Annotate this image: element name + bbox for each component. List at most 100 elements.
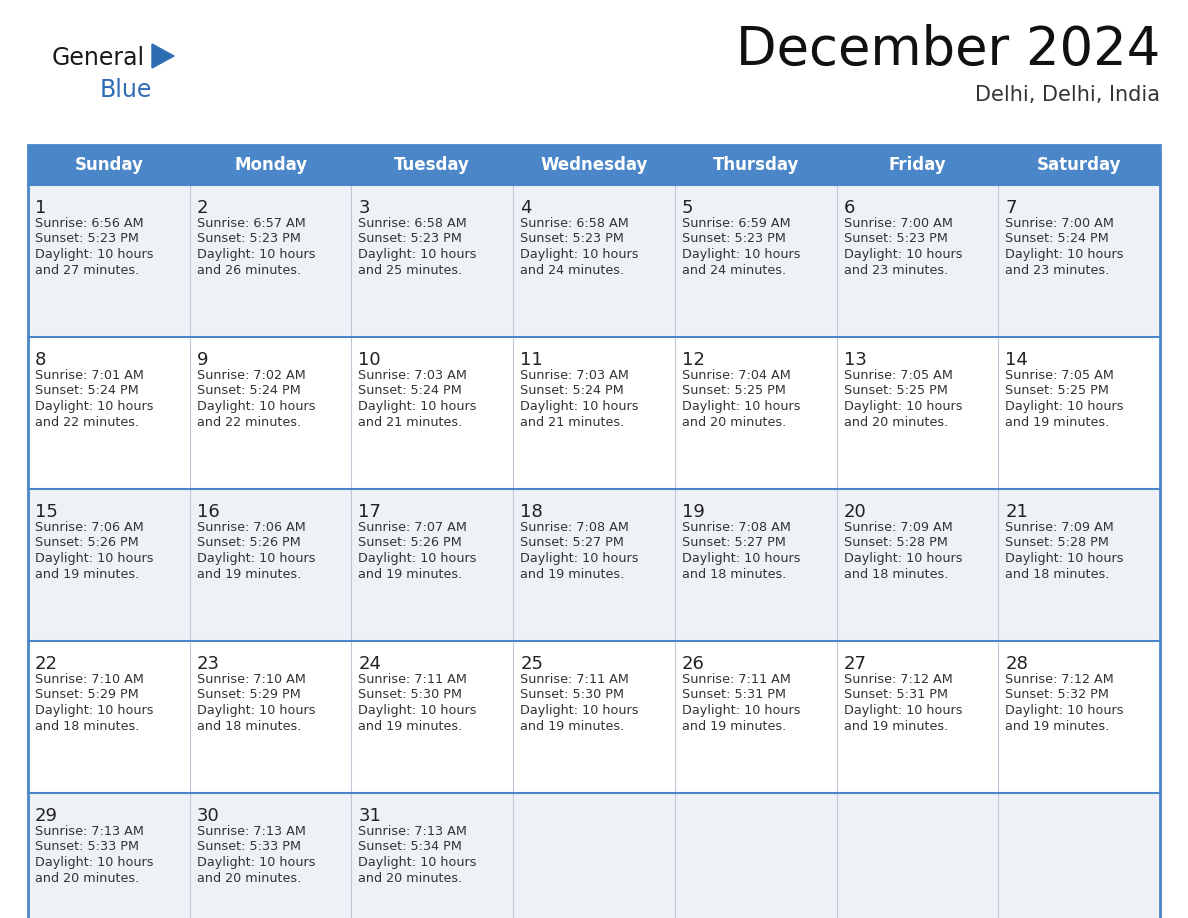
Text: Daylight: 10 hours: Daylight: 10 hours <box>843 400 962 413</box>
Text: Saturday: Saturday <box>1037 156 1121 174</box>
Text: 20: 20 <box>843 503 866 521</box>
Text: 17: 17 <box>359 503 381 521</box>
Text: and 24 minutes.: and 24 minutes. <box>520 263 624 276</box>
Text: 16: 16 <box>197 503 220 521</box>
Text: 22: 22 <box>34 655 58 673</box>
Text: Sunrise: 7:04 AM: Sunrise: 7:04 AM <box>682 369 790 382</box>
Text: Daylight: 10 hours: Daylight: 10 hours <box>359 856 476 869</box>
Bar <box>29 793 1159 918</box>
Text: Daylight: 10 hours: Daylight: 10 hours <box>359 552 476 565</box>
Text: Sunrise: 6:58 AM: Sunrise: 6:58 AM <box>520 217 628 230</box>
Text: and 19 minutes.: and 19 minutes. <box>359 720 462 733</box>
Text: Sunrise: 7:13 AM: Sunrise: 7:13 AM <box>359 825 467 838</box>
Text: 9: 9 <box>197 351 208 369</box>
Text: and 18 minutes.: and 18 minutes. <box>197 720 301 733</box>
Text: 10: 10 <box>359 351 381 369</box>
Text: Daylight: 10 hours: Daylight: 10 hours <box>1005 704 1124 717</box>
Text: Sunrise: 7:08 AM: Sunrise: 7:08 AM <box>682 521 791 534</box>
Text: Sunrise: 7:00 AM: Sunrise: 7:00 AM <box>843 217 953 230</box>
Text: 2: 2 <box>197 199 208 217</box>
Text: and 24 minutes.: and 24 minutes. <box>682 263 786 276</box>
Text: 13: 13 <box>843 351 866 369</box>
Text: and 20 minutes.: and 20 minutes. <box>359 871 462 885</box>
Text: Daylight: 10 hours: Daylight: 10 hours <box>197 704 315 717</box>
Bar <box>29 337 1159 489</box>
Text: Sunrise: 7:08 AM: Sunrise: 7:08 AM <box>520 521 628 534</box>
Text: and 20 minutes.: and 20 minutes. <box>843 416 948 429</box>
Text: Daylight: 10 hours: Daylight: 10 hours <box>520 552 639 565</box>
Text: Sunset: 5:24 PM: Sunset: 5:24 PM <box>359 385 462 397</box>
Text: Sunset: 5:24 PM: Sunset: 5:24 PM <box>34 385 139 397</box>
Text: 31: 31 <box>359 807 381 825</box>
Text: Sunrise: 7:05 AM: Sunrise: 7:05 AM <box>1005 369 1114 382</box>
Text: 25: 25 <box>520 655 543 673</box>
Text: Daylight: 10 hours: Daylight: 10 hours <box>197 248 315 261</box>
Text: Sunset: 5:23 PM: Sunset: 5:23 PM <box>197 232 301 245</box>
Text: Daylight: 10 hours: Daylight: 10 hours <box>682 400 801 413</box>
Text: Sunset: 5:27 PM: Sunset: 5:27 PM <box>520 536 624 550</box>
Text: and 19 minutes.: and 19 minutes. <box>359 567 462 580</box>
Text: 29: 29 <box>34 807 58 825</box>
Text: Sunset: 5:34 PM: Sunset: 5:34 PM <box>359 841 462 854</box>
Text: Daylight: 10 hours: Daylight: 10 hours <box>34 856 153 869</box>
Text: Sunset: 5:31 PM: Sunset: 5:31 PM <box>843 688 948 701</box>
Polygon shape <box>152 44 173 68</box>
Text: December 2024: December 2024 <box>735 24 1159 76</box>
Text: Sunset: 5:33 PM: Sunset: 5:33 PM <box>197 841 301 854</box>
Text: Thursday: Thursday <box>713 156 798 174</box>
Text: Sunrise: 7:13 AM: Sunrise: 7:13 AM <box>197 825 305 838</box>
Text: Daylight: 10 hours: Daylight: 10 hours <box>1005 248 1124 261</box>
Text: and 19 minutes.: and 19 minutes. <box>34 567 139 580</box>
Text: Sunset: 5:26 PM: Sunset: 5:26 PM <box>197 536 301 550</box>
Text: Wednesday: Wednesday <box>541 156 647 174</box>
Text: 30: 30 <box>197 807 220 825</box>
Text: and 19 minutes.: and 19 minutes. <box>520 567 625 580</box>
Bar <box>29 145 1159 918</box>
Text: Daylight: 10 hours: Daylight: 10 hours <box>197 856 315 869</box>
Text: Sunrise: 7:03 AM: Sunrise: 7:03 AM <box>520 369 628 382</box>
Text: 7: 7 <box>1005 199 1017 217</box>
Text: Sunrise: 7:03 AM: Sunrise: 7:03 AM <box>359 369 467 382</box>
Text: Sunset: 5:23 PM: Sunset: 5:23 PM <box>359 232 462 245</box>
Text: Sunrise: 7:07 AM: Sunrise: 7:07 AM <box>359 521 467 534</box>
Text: Daylight: 10 hours: Daylight: 10 hours <box>843 248 962 261</box>
Text: Sunday: Sunday <box>75 156 144 174</box>
Text: Sunset: 5:25 PM: Sunset: 5:25 PM <box>1005 385 1110 397</box>
Text: Daylight: 10 hours: Daylight: 10 hours <box>520 248 639 261</box>
Text: Daylight: 10 hours: Daylight: 10 hours <box>843 704 962 717</box>
Text: Daylight: 10 hours: Daylight: 10 hours <box>197 552 315 565</box>
Bar <box>29 641 1159 793</box>
Text: Sunrise: 7:06 AM: Sunrise: 7:06 AM <box>197 521 305 534</box>
Text: 3: 3 <box>359 199 369 217</box>
Text: Sunrise: 7:10 AM: Sunrise: 7:10 AM <box>34 673 144 686</box>
Bar <box>29 185 1159 337</box>
Text: and 23 minutes.: and 23 minutes. <box>1005 263 1110 276</box>
Text: Sunset: 5:23 PM: Sunset: 5:23 PM <box>843 232 948 245</box>
Text: and 20 minutes.: and 20 minutes. <box>682 416 786 429</box>
Text: Sunset: 5:26 PM: Sunset: 5:26 PM <box>359 536 462 550</box>
Text: Daylight: 10 hours: Daylight: 10 hours <box>359 704 476 717</box>
Text: Sunrise: 7:12 AM: Sunrise: 7:12 AM <box>1005 673 1114 686</box>
Text: and 18 minutes.: and 18 minutes. <box>843 567 948 580</box>
Text: and 18 minutes.: and 18 minutes. <box>34 720 139 733</box>
Text: and 25 minutes.: and 25 minutes. <box>359 263 462 276</box>
Text: Sunset: 5:23 PM: Sunset: 5:23 PM <box>520 232 624 245</box>
Bar <box>29 489 1159 641</box>
Text: Daylight: 10 hours: Daylight: 10 hours <box>1005 552 1124 565</box>
Text: Sunrise: 7:11 AM: Sunrise: 7:11 AM <box>359 673 467 686</box>
Text: Sunset: 5:28 PM: Sunset: 5:28 PM <box>843 536 948 550</box>
Text: 15: 15 <box>34 503 58 521</box>
Text: Sunrise: 7:12 AM: Sunrise: 7:12 AM <box>843 673 953 686</box>
Text: Daylight: 10 hours: Daylight: 10 hours <box>34 248 153 261</box>
Text: Friday: Friday <box>889 156 946 174</box>
Bar <box>29 145 1159 185</box>
Text: 4: 4 <box>520 199 532 217</box>
Text: 28: 28 <box>1005 655 1028 673</box>
Text: Daylight: 10 hours: Daylight: 10 hours <box>520 400 639 413</box>
Text: Daylight: 10 hours: Daylight: 10 hours <box>682 704 801 717</box>
Text: Sunset: 5:25 PM: Sunset: 5:25 PM <box>682 385 785 397</box>
Text: 1: 1 <box>34 199 46 217</box>
Text: Daylight: 10 hours: Daylight: 10 hours <box>34 400 153 413</box>
Text: Sunset: 5:24 PM: Sunset: 5:24 PM <box>520 385 624 397</box>
Text: and 21 minutes.: and 21 minutes. <box>359 416 462 429</box>
